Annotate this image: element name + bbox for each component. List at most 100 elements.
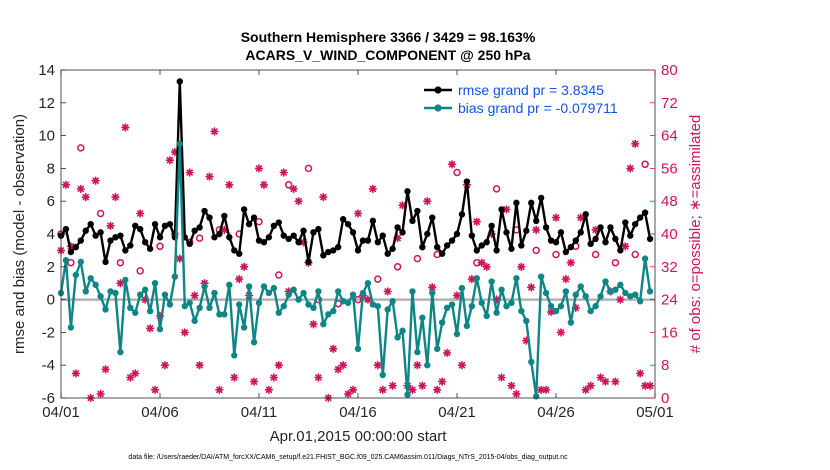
rmse-point (186, 240, 193, 248)
obs-assimilated-point (225, 180, 234, 190)
asterisk-stroke (176, 255, 184, 262)
obs-assimilated-point (348, 385, 358, 394)
rmse-point (434, 243, 441, 251)
y-left-tick-label: -2 (42, 324, 55, 341)
bias-point (493, 309, 500, 316)
bias-point (156, 325, 164, 333)
obs-assimilated-point (150, 385, 160, 394)
rmse-point (335, 243, 342, 251)
obs-possible-point (393, 263, 402, 271)
legend-rmse-marker (434, 86, 442, 94)
obs-assimilated-point (482, 262, 491, 271)
asterisk-stroke (602, 378, 609, 385)
obs-assimilated-point (215, 385, 224, 394)
rmse-point (206, 214, 213, 221)
y-left-tick-label: 2 (47, 259, 55, 276)
rmse-point (320, 252, 327, 259)
obs-assimilated-point (334, 365, 343, 374)
obs-assimilated-point (611, 377, 620, 386)
asterisk-stroke (231, 374, 238, 381)
asterisk-stroke (226, 181, 233, 189)
rmse-point (547, 237, 555, 244)
bias-point (443, 304, 451, 311)
rmse-point (102, 258, 109, 266)
obs-assimilated-point (640, 381, 650, 390)
obs-assimilated-point (368, 184, 378, 194)
obs-assimilated-point (180, 328, 189, 337)
asterisk-stroke (547, 308, 555, 316)
bias-point (419, 314, 426, 321)
bias-point (102, 306, 109, 313)
x-tick-label: 04/16 (339, 404, 377, 421)
bias-point (310, 304, 317, 311)
rmse-point (557, 229, 565, 236)
obs-assimilated-point (230, 373, 239, 382)
rmse-point (414, 207, 421, 215)
asterisk-stroke (102, 366, 109, 373)
bias-point (379, 371, 386, 379)
asterisk-stroke (369, 185, 377, 193)
bias-point (483, 312, 490, 320)
asterisk-stroke (458, 361, 466, 369)
rmse-point (176, 78, 183, 85)
asterisk-stroke (211, 128, 218, 135)
obs-possible-point (304, 164, 313, 173)
bias-point (627, 293, 634, 300)
obs-assimilated-point (433, 385, 442, 394)
obs-assimilated-point (264, 385, 274, 394)
rmse-point (587, 240, 594, 248)
obs-assimilated-point (373, 361, 382, 370)
bias-point (141, 286, 149, 293)
asterisk-stroke (414, 361, 421, 369)
obs-assimilated-point (507, 381, 516, 390)
asterisk-stroke (240, 263, 248, 271)
rmse-point (349, 229, 357, 236)
rmse-point (231, 247, 238, 254)
y-right-tick-label: 72 (661, 95, 678, 112)
rmse-point (518, 242, 525, 249)
asterisk-stroke (166, 156, 174, 164)
rmse-point (156, 234, 164, 241)
y-right-tick-label: 56 (661, 160, 678, 177)
asterisk-stroke (97, 390, 104, 398)
rmse-point (364, 237, 372, 244)
bias-point (146, 307, 154, 315)
rmse-point (305, 258, 312, 266)
bias-point (82, 288, 89, 295)
rmse-point (468, 232, 476, 239)
obs-possible-point (275, 271, 283, 279)
rmse-point (216, 230, 223, 238)
obs-assimilated-point (249, 377, 259, 386)
asterisk-stroke (389, 382, 396, 389)
asterisk-stroke (473, 218, 481, 225)
obs-assimilated-point (71, 369, 81, 378)
asterisk-stroke (528, 284, 535, 291)
obs-possible-point (354, 295, 362, 304)
rmse-point (443, 242, 451, 249)
asterisk-stroke (295, 197, 302, 205)
rmse-point (201, 207, 208, 215)
data-file-footnote: data file: /Users/raeder/DAI/ATM_forcXX/… (128, 454, 568, 461)
rmse-point (404, 188, 411, 195)
rmse-point (211, 234, 218, 241)
axes: 04/01 04/06 04/11 04/16 04/21 04/26 05/01 -6 -4 -… (38, 62, 677, 421)
rmse-point (597, 224, 604, 231)
obs-possible-point (156, 242, 164, 251)
obs-assimilated-point (428, 283, 437, 292)
rmse-point (285, 235, 292, 243)
bias-point (498, 286, 505, 293)
bias-point (186, 299, 193, 307)
asterisk-stroke (349, 386, 357, 394)
asterisk-stroke (429, 284, 436, 291)
rmse-point (270, 222, 278, 229)
obs-assimilated-point (418, 381, 427, 390)
rmse-point (137, 225, 144, 233)
obs-assimilated-point (378, 385, 387, 394)
obs-assimilated-point (259, 180, 269, 190)
asterisk-stroke (77, 185, 85, 193)
bias-point (206, 304, 213, 311)
asterisk-stroke (354, 210, 362, 217)
bias-point (518, 307, 525, 315)
obs-assimilated-point (527, 283, 536, 292)
bias-point (250, 339, 258, 346)
